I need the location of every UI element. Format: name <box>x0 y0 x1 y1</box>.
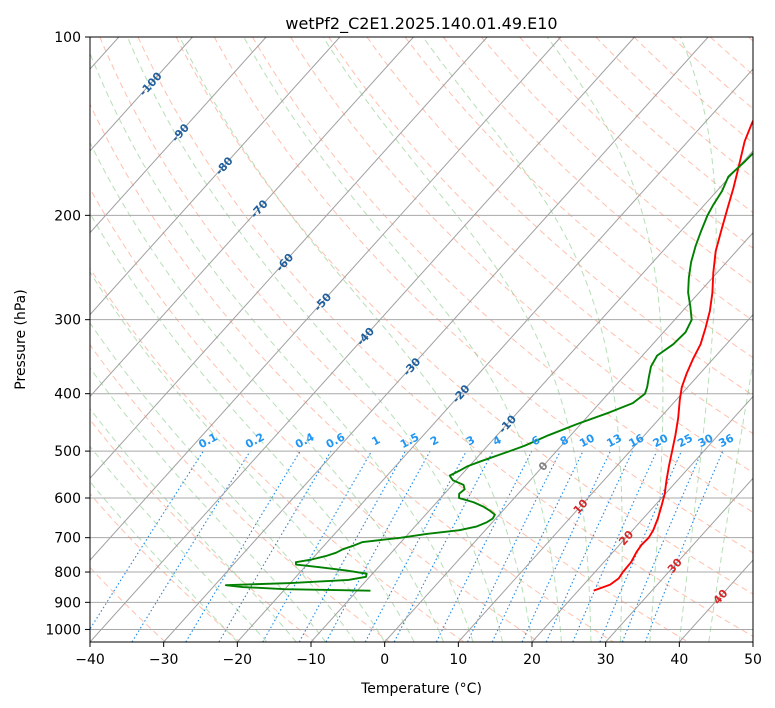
x-tick-label: 40 <box>670 652 688 668</box>
dry-adiabat <box>442 37 753 322</box>
moist-adiabat <box>322 37 592 642</box>
isotherm <box>163 37 709 642</box>
x-tick-label: 30 <box>597 652 615 668</box>
isotherm <box>90 37 267 234</box>
isotherm <box>457 313 753 642</box>
mixing-ratio-line <box>90 450 204 630</box>
mixing-ratio-line <box>621 450 703 642</box>
chart-title: wetPf2_C2E1.2025.140.01.49.E10 <box>285 14 557 34</box>
moist-adiabat <box>90 141 445 642</box>
moist-adiabat <box>90 481 238 642</box>
isotherm <box>605 477 753 642</box>
mixing-ratio-line <box>599 450 682 642</box>
plot-frame <box>89 36 754 643</box>
dry-adiabat <box>90 493 241 642</box>
x-tick-label: 20 <box>523 652 541 668</box>
moist-adiabat <box>90 367 327 642</box>
dry-adiabat <box>175 37 753 595</box>
dry-adiabat <box>137 37 753 637</box>
isotherm <box>90 37 488 480</box>
isotherm <box>90 37 635 642</box>
dry-adiabat <box>90 566 166 642</box>
isotherm <box>90 37 562 561</box>
x-tick-label: 50 <box>744 652 762 668</box>
dry-adiabat <box>90 103 614 642</box>
isotherm <box>531 395 753 642</box>
mixing-ratio-line <box>644 450 724 642</box>
y-tick-label: 600 <box>54 491 81 507</box>
moist-adiabat <box>678 37 717 642</box>
mixing-ratio-label: 36 <box>716 431 736 450</box>
y-tick-label: 300 <box>54 313 81 329</box>
dry-adiabat <box>404 37 753 359</box>
y-tick-label: 700 <box>54 531 81 547</box>
data-series <box>224 118 753 592</box>
y-tick-label: 400 <box>54 387 81 403</box>
mixing-ratio-line <box>572 450 658 642</box>
mixing-ratio-line <box>545 450 634 642</box>
y-tick-label: 800 <box>54 565 81 581</box>
x-axis-label: Temperature (°C) <box>360 681 482 697</box>
moist-adiabat <box>708 359 753 642</box>
x-tick-label: −10 <box>296 652 326 668</box>
isotherm <box>90 37 341 316</box>
y-axis-label: Pressure (hPa) <box>13 289 29 389</box>
background-lines <box>90 37 753 642</box>
y-axis: 100 200 300 400 500 600 700 800 900 1000 <box>45 30 90 638</box>
x-tick-label: 0 <box>380 652 389 668</box>
x-axis: −40 −30 −20 −10 0 10 20 30 40 50 <box>75 642 762 668</box>
x-tick-label: 10 <box>449 652 467 668</box>
y-tick-label: 1000 <box>45 622 81 638</box>
y-tick-label: 500 <box>54 444 81 460</box>
mixing-ratio-label: 16 <box>627 431 647 450</box>
moist-adiabat <box>243 37 562 642</box>
mixing-ratio-label: 13 <box>604 431 624 450</box>
mixing-ratio-line <box>298 450 406 642</box>
mixing-ratio-label: 10 <box>577 431 597 450</box>
dry-adiabat <box>90 187 540 642</box>
dry-adiabat <box>290 37 753 474</box>
moist-adiabat <box>90 271 386 642</box>
dry-adiabat <box>99 37 689 642</box>
isotherm <box>90 37 414 398</box>
y-tick-label: 200 <box>54 208 81 224</box>
moist-adiabat <box>90 322 356 642</box>
isotherm <box>310 150 753 642</box>
dry-adiabat <box>90 418 315 642</box>
dewpoint-profile <box>224 151 753 592</box>
mixing-ratio-label: 25 <box>675 431 695 450</box>
moist-adiabat <box>90 445 268 642</box>
isotherm <box>384 231 753 642</box>
mixing-ratio-line <box>364 450 467 642</box>
isotherm <box>90 37 193 152</box>
temperature-profile <box>593 118 753 592</box>
moist-adiabat <box>126 37 504 642</box>
dry-adiabat <box>481 37 753 285</box>
dry-adiabat <box>90 267 465 642</box>
moist-adiabat <box>179 37 533 642</box>
dry-adiabat <box>252 37 753 513</box>
y-tick-label: 100 <box>54 30 81 46</box>
mixing-ratio-label: 30 <box>696 431 716 450</box>
x-tick-label: −30 <box>149 652 179 668</box>
mixing-ratio-line <box>325 450 431 642</box>
dry-adiabat <box>213 37 753 554</box>
x-tick-label: −20 <box>223 652 253 668</box>
y-tick-label: 900 <box>54 595 81 611</box>
mixing-ratio-line <box>435 450 533 642</box>
moist-adiabat <box>90 51 474 642</box>
mixing-ratio-label: 20 <box>651 431 671 450</box>
x-tick-label: −40 <box>75 652 105 668</box>
isotherm <box>236 68 753 642</box>
moist-adiabat <box>422 37 623 642</box>
moist-adiabat <box>546 37 664 642</box>
moist-adiabat <box>90 407 297 642</box>
